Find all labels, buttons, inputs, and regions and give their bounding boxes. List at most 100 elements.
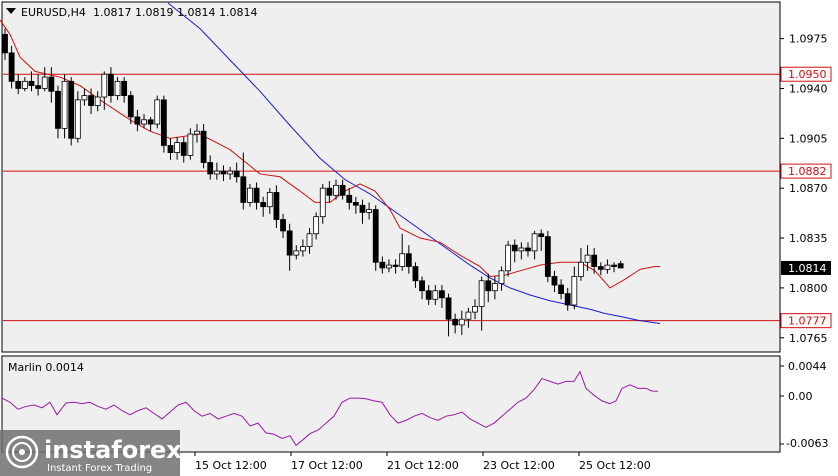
candle-body	[584, 254, 591, 263]
candle-body	[432, 290, 439, 300]
candle-body	[306, 233, 313, 247]
watermark-brand: instaforex	[44, 436, 182, 464]
candlesticks	[2, 28, 624, 337]
candle-body	[439, 290, 445, 299]
candle-body	[319, 187, 326, 218]
price-tick: 1.0975	[789, 33, 828, 46]
indicator-axis: 0.0044 0.00 -0.0063	[780, 360, 828, 450]
candle-body	[478, 280, 485, 307]
candle-body	[134, 116, 141, 125]
price-axis: 1.0975 1.0940 1.0905 1.0870 1.0835 1.0800 1.07…	[780, 33, 828, 345]
candle-body	[200, 130, 207, 163]
candle-body	[220, 170, 227, 175]
candle-body	[55, 90, 61, 129]
ma-fast-line	[0, 19, 660, 289]
candle-body	[266, 192, 273, 208]
candle-body	[525, 247, 531, 252]
candle-body	[578, 261, 584, 277]
price-tags: 1.0950 1.0882 1.0777 1.0814	[780, 66, 832, 329]
fast-moving-average	[0, 19, 660, 289]
time-label: 23 Oct 12:00	[483, 459, 555, 472]
level-tag	[780, 66, 832, 82]
candle-body	[8, 52, 15, 82]
instaforex-logo-icon	[5, 435, 39, 469]
candle-body	[81, 95, 88, 101]
candle-body	[339, 184, 346, 196]
candle-body	[154, 99, 161, 125]
candle-body	[2, 33, 8, 54]
candle-body	[498, 270, 505, 285]
candle-body	[21, 80, 28, 89]
candle-body	[187, 133, 194, 156]
candle-body	[313, 216, 320, 235]
candle-body	[564, 293, 571, 306]
candle-body	[591, 254, 598, 267]
candle-body	[472, 306, 478, 313]
price-tick: 1.0800	[789, 282, 828, 295]
candle-body	[147, 119, 154, 125]
candle-body	[247, 187, 253, 203]
indicator-label: Marlin 0.0014	[8, 361, 84, 374]
candle-body	[617, 263, 624, 269]
candle-body	[253, 187, 260, 203]
candle-body	[121, 80, 128, 96]
price-tick: 1.0870	[789, 182, 828, 195]
candle-body	[359, 204, 366, 213]
candle-body	[213, 170, 220, 175]
candle-body	[180, 142, 187, 156]
candle-body	[260, 202, 267, 208]
price-tick: 1.0835	[789, 232, 828, 245]
candle-body	[491, 283, 498, 292]
time-label: 15 Oct 12:00	[195, 459, 267, 472]
candle-body	[485, 280, 492, 292]
candle-body	[114, 80, 121, 96]
level-tag-label: 1.0950	[788, 68, 827, 81]
candle-body	[412, 266, 419, 282]
candle-body	[207, 162, 214, 175]
price-tick: 1.0905	[789, 132, 828, 145]
level-tag	[780, 313, 832, 329]
candle-body	[465, 311, 472, 320]
candle-body	[505, 244, 512, 272]
candle-body	[326, 187, 333, 196]
candle-body	[293, 250, 300, 256]
candle-body	[35, 85, 41, 89]
candle-body	[597, 266, 604, 270]
candle-body	[571, 276, 578, 306]
time-axis: 15 Oct 12:00 17 Oct 12:00 21 Oct 12:00 2…	[194, 452, 651, 472]
candle-body	[611, 264, 617, 267]
price-panel	[1, 1, 781, 353]
candle-body	[194, 130, 200, 135]
candle-body	[419, 280, 425, 292]
candle-body	[558, 284, 564, 294]
time-label: 21 Oct 12:00	[387, 459, 459, 472]
marlin-oscillator	[1, 370, 658, 447]
dropdown-triangle-icon[interactable]	[6, 8, 16, 14]
candle-body	[160, 99, 167, 146]
candle-body	[108, 73, 114, 96]
candle-body	[352, 202, 359, 206]
candle-body	[74, 99, 81, 139]
ohlc-readout: 1.0817 1.0819 1.0814 1.0814	[93, 6, 257, 19]
candle-body	[15, 80, 22, 89]
candle-body	[458, 318, 465, 326]
instaforex-watermark: instaforex Instant Forex Trading	[0, 430, 182, 476]
candle-body	[346, 194, 353, 203]
candle-body	[141, 119, 147, 125]
price-tick: 1.0940	[789, 82, 828, 95]
candle-body	[372, 209, 379, 263]
level-tag	[780, 163, 832, 179]
slow-moving-average	[167, 2, 661, 325]
current-price-label: 1.0814	[788, 262, 827, 275]
candle-body	[61, 80, 68, 129]
candle-body	[379, 261, 386, 269]
candle-body	[286, 230, 293, 256]
candle-body	[280, 219, 286, 232]
candle-body	[518, 247, 525, 252]
candle-body	[538, 233, 545, 238]
ma-slow-line	[167, 2, 661, 325]
candle-body	[544, 236, 551, 277]
time-label: 17 Oct 12:00	[291, 459, 363, 472]
horizontal-levels	[3, 73, 780, 322]
